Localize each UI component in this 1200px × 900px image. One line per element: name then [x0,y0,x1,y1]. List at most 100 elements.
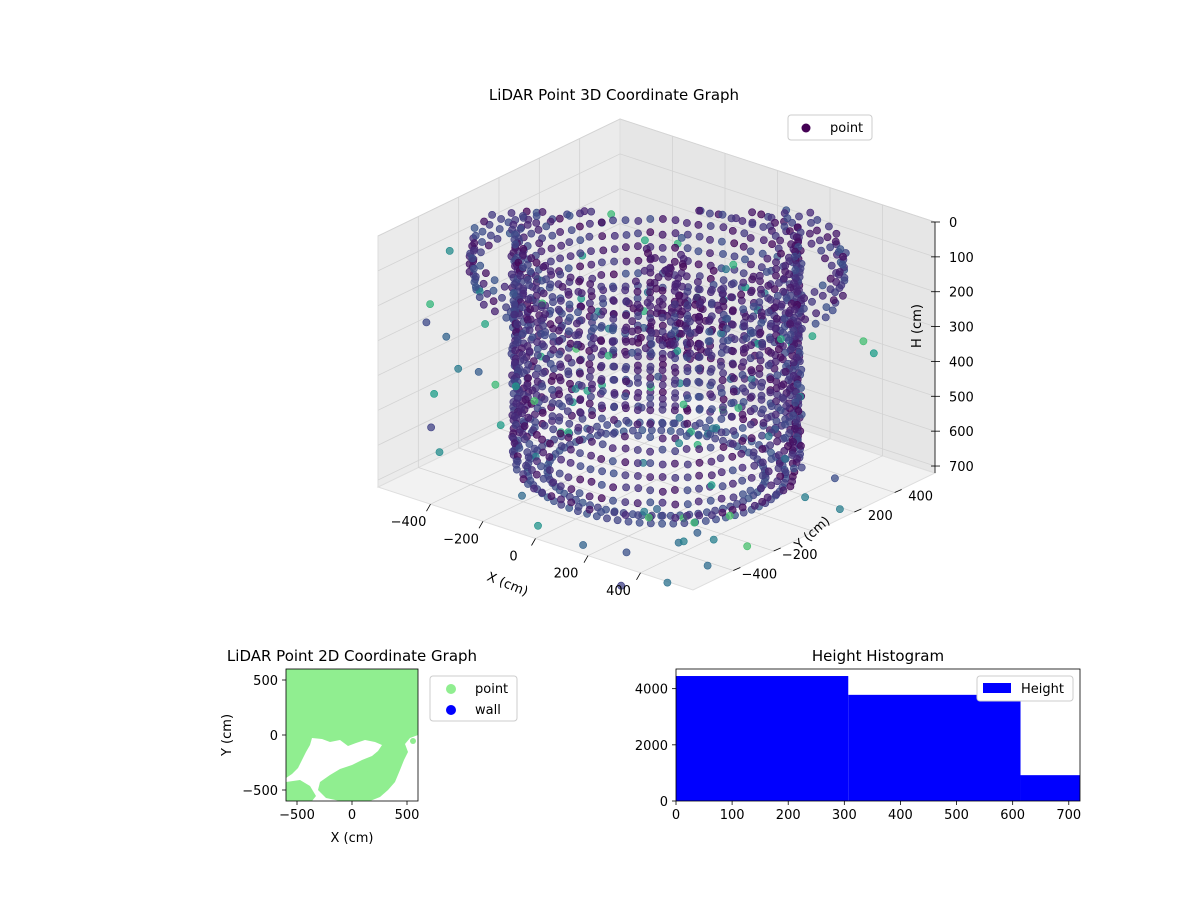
chart-3d-point [727,399,736,408]
chart-3d-point [683,460,692,469]
chart-3d-point [646,366,655,375]
chart-3d-point [587,247,595,255]
chart-3d-point [597,455,606,463]
chart-3d-point [806,208,815,217]
chart-2d-ylabel: Y (cm) [220,714,235,757]
chart-3d-point [717,494,726,503]
chart-3d-point [598,258,606,267]
chart-3d-point [575,436,584,445]
chart-3d-point [683,287,692,296]
chart-3d-point [671,229,680,238]
chart-3d-point [554,305,563,314]
chart-3d-point [773,437,781,446]
chart-3d-point [585,492,594,501]
chart-3d-point [470,239,479,248]
chart-3d-point [781,433,789,442]
chart-histogram-bar [1020,775,1080,801]
chart-2d-xtick-label: 500 [395,808,420,823]
chart-3d-point [555,416,563,425]
chart-3d-point [659,215,667,223]
chart-3d-point [488,210,496,219]
chart-3d-point [771,324,780,333]
chart-3d-point [658,381,667,389]
chart-3d-point [471,283,480,291]
chart-3d-point [646,228,655,236]
chart-3d-point [658,327,667,336]
chart-3d-point [771,303,779,312]
chart-3d-point [586,299,594,308]
chart-3d-point [427,423,435,432]
chart-3d-point [704,347,713,356]
chart-3d-point [574,308,582,317]
chart-3d-point [646,373,655,382]
chart-3d-point [738,424,747,432]
chart-3d-point [585,373,594,381]
chart-3d-gridline-h [377,118,936,237]
chart-3d-point [706,235,714,244]
chart-3d-point [511,421,520,429]
chart-3d-point [609,496,617,505]
chart-3d-point [682,379,691,387]
chart-3d-point [759,223,768,231]
chart-3d-point [658,519,666,528]
chart-3d-point [771,218,779,227]
chart-3d-point [746,354,755,363]
chart-3d-point [541,331,549,340]
chart-3d-point [766,441,774,450]
chart-3d-point [621,392,630,401]
chart-3d-point [523,220,532,229]
chart-3d-point [766,388,775,397]
chart-3d-point [718,237,726,246]
chart-3d-point [555,214,564,223]
chart-3d-point [763,254,772,263]
chart-3d-point [663,578,672,587]
chart-3d-point [772,258,780,267]
chart-3d-point [532,258,541,267]
chart-3d-point [604,351,613,360]
chart-3d-point [695,232,704,241]
chart-3d-point [671,280,680,288]
chart-3d-point [476,261,485,270]
chart-3d-point [621,471,630,480]
chart-3d-xtick-label: −200 [443,532,479,547]
chart-3d-point [634,352,642,361]
chart-3d-point [686,339,695,348]
chart-histogram-legend-marker [983,683,1011,693]
chart-3d-point [781,367,790,376]
chart-3d-point [640,266,649,275]
chart-3d-point [683,500,692,509]
chart-3d-point [610,231,619,240]
chart-3d-point [747,374,756,383]
chart-3d-point [634,229,642,238]
chart-3d-point [534,521,542,530]
chart-3d-point [564,264,573,273]
chart-3d-point [703,561,712,570]
chart-3d-point [795,212,803,221]
chart-3d-point [632,277,640,286]
chart-3d-point [546,439,554,448]
chart-3d-point [670,406,679,415]
chart-3d-point [646,459,655,467]
chart-histogram-ytick-label: 4000 [635,683,668,698]
chart-3d-point [777,335,785,343]
chart-3d-point [739,242,748,251]
chart-3d-point [798,324,806,333]
chart-3d-point [683,419,692,428]
chart-3d-point [658,498,667,507]
chart-3d-point [755,298,764,306]
chart-3d-point [608,444,617,452]
chart-3d-point [497,215,505,223]
chart-3d-point [563,407,572,416]
chart-3d-point [788,218,796,227]
chart-3d-ytick-label: 400 [908,490,933,505]
chart-3d-point [608,326,617,335]
chart-3d-point [658,487,667,496]
chart-3d-point [730,239,739,248]
chart-3d-point [695,353,704,361]
chart-3d-point [728,452,737,461]
chart-3d-point [634,256,643,265]
chart-3d-xtick-label: 200 [554,567,579,582]
chart-3d-legend-label: point [830,121,863,136]
chart-3d-point [647,328,656,337]
chart-3d-point [510,439,519,448]
